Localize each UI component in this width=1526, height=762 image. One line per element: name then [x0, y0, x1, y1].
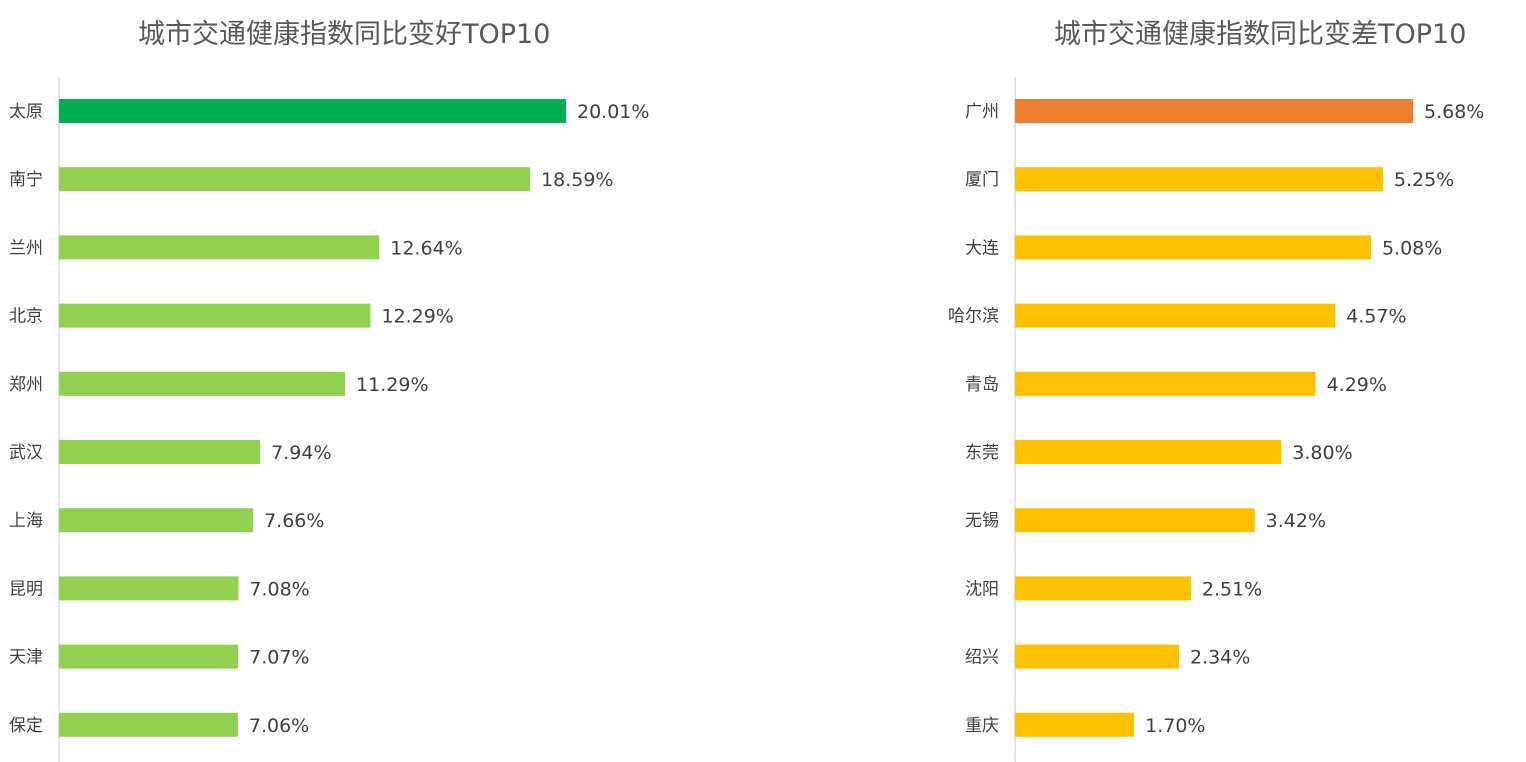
category-label: 青岛 — [965, 375, 999, 395]
bar — [59, 576, 239, 601]
bar — [1015, 712, 1135, 737]
data-label: 1.70% — [1145, 715, 1205, 737]
bar — [59, 440, 261, 464]
bar — [1015, 644, 1179, 669]
data-label: 2.34% — [1190, 647, 1250, 669]
bar — [1015, 576, 1191, 601]
category-label: 绍兴 — [965, 648, 999, 668]
bar — [59, 371, 346, 396]
data-label: 11.29% — [356, 374, 428, 396]
bar — [1015, 508, 1255, 533]
category-label: 郑州 — [9, 375, 43, 395]
chart-title: 城市交通健康指数同比变好TOP10 — [138, 19, 551, 50]
bar — [1015, 440, 1282, 464]
bar — [59, 167, 531, 192]
data-label: 5.68% — [1424, 101, 1484, 123]
worsened-bar-chart: 广州 5.68% 厦门 5.25% 大连 5.08% 哈尔滨 4.57% 青岛 4.29% 东莞 3.… — [948, 77, 1484, 762]
bar — [59, 99, 566, 123]
bar — [59, 508, 254, 533]
category-label: 沈阳 — [965, 579, 999, 599]
data-label: 18.59% — [541, 169, 613, 191]
bar — [59, 712, 238, 737]
improved-chart-panel: 城市交通健康指数同比变好TOP10 太原 20.01% 南宁 18.59% 兰州 12.6… — [0, 0, 720, 762]
bar — [1015, 167, 1383, 192]
data-label: 20.01% — [577, 101, 649, 123]
improved-bar-chart: 太原 20.01% 南宁 18.59% 兰州 12.64% 北京 12.29% 郑州 11.29%… — [9, 77, 649, 762]
category-label: 保定 — [9, 716, 43, 736]
category-label: 太原 — [9, 102, 43, 122]
data-label: 3.42% — [1266, 510, 1326, 532]
bar — [1015, 99, 1413, 123]
data-label: 7.08% — [249, 578, 309, 600]
data-label: 7.07% — [249, 647, 309, 669]
category-label: 大连 — [965, 238, 999, 258]
bar — [59, 303, 371, 328]
category-label: 南宁 — [9, 170, 43, 190]
category-label: 兰州 — [9, 238, 43, 258]
category-label: 广州 — [965, 102, 999, 122]
bar — [1015, 303, 1336, 328]
category-label: 重庆 — [965, 716, 999, 736]
data-label: 12.64% — [390, 237, 462, 259]
category-label: 武汉 — [9, 443, 43, 463]
data-label: 4.29% — [1327, 374, 1387, 396]
bar — [1015, 371, 1316, 396]
category-label: 哈尔滨 — [948, 307, 999, 327]
data-label: 2.51% — [1202, 578, 1262, 600]
worsened-chart-panel: 城市交通健康指数同比变差TOP10 广州 5.68% 厦门 5.25% 大连 5.08% 哈… — [940, 0, 1526, 762]
data-label: 3.80% — [1292, 442, 1352, 464]
category-label: 北京 — [9, 307, 43, 327]
data-label: 7.94% — [271, 442, 331, 464]
category-label: 上海 — [9, 511, 43, 531]
data-label: 5.25% — [1394, 169, 1454, 191]
category-label: 无锡 — [965, 511, 999, 531]
data-label: 7.06% — [249, 715, 309, 737]
bar — [59, 644, 239, 669]
bar — [1015, 235, 1371, 260]
data-label: 12.29% — [381, 306, 453, 328]
chart-title: 城市交通健康指数同比变差TOP10 — [1054, 19, 1467, 50]
category-label: 天津 — [9, 648, 43, 668]
category-label: 昆明 — [9, 579, 43, 599]
data-label: 4.57% — [1346, 306, 1406, 328]
category-label: 厦门 — [965, 170, 999, 190]
data-label: 7.66% — [264, 510, 324, 532]
bar — [59, 235, 380, 260]
category-label: 东莞 — [965, 443, 999, 463]
data-label: 5.08% — [1382, 237, 1442, 259]
